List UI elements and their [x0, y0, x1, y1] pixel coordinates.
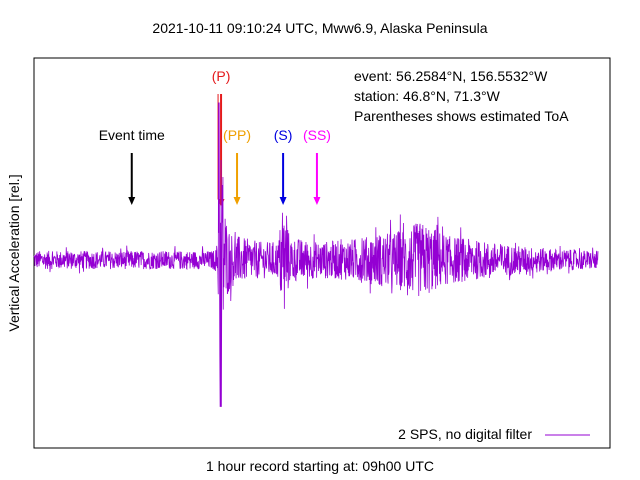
- phase-ss-arrow-head: [313, 197, 321, 205]
- phase-s-arrow-head: [279, 197, 287, 205]
- x-axis-label: 1 hour record starting at: 09h00 UTC: [206, 458, 434, 474]
- event-time-arrow-head: [128, 197, 136, 205]
- phase-ss-label: (SS): [303, 127, 331, 143]
- chart-title: 2021-10-11 09:10:24 UTC, Mww6.9, Alaska …: [152, 20, 487, 36]
- phase-s-label: (S): [274, 127, 293, 143]
- legend-label: 2 SPS, no digital filter: [398, 426, 532, 442]
- trace-layer: [33, 102, 599, 407]
- y-axis-label: Vertical Acceleration [rel.]: [6, 174, 22, 331]
- info-line-note: Parentheses shows estimated ToA: [354, 108, 569, 124]
- event-time-label: Event time: [99, 127, 165, 143]
- info-line-station: station: 46.8°N, 71.3°W: [354, 88, 501, 104]
- info-line-event: event: 56.2584°N, 156.5532°W: [354, 68, 548, 84]
- seismogram-trace: [33, 102, 599, 407]
- phase-pp-arrow-head: [233, 197, 241, 205]
- arrival-markers: Event time (P) (PP) (S) (SS): [99, 68, 331, 207]
- plot-frame: [33, 57, 611, 449]
- legend: 2 SPS, no digital filter: [398, 426, 590, 442]
- phase-pp-label: (PP): [223, 127, 251, 143]
- phase-p-label: (P): [212, 68, 231, 84]
